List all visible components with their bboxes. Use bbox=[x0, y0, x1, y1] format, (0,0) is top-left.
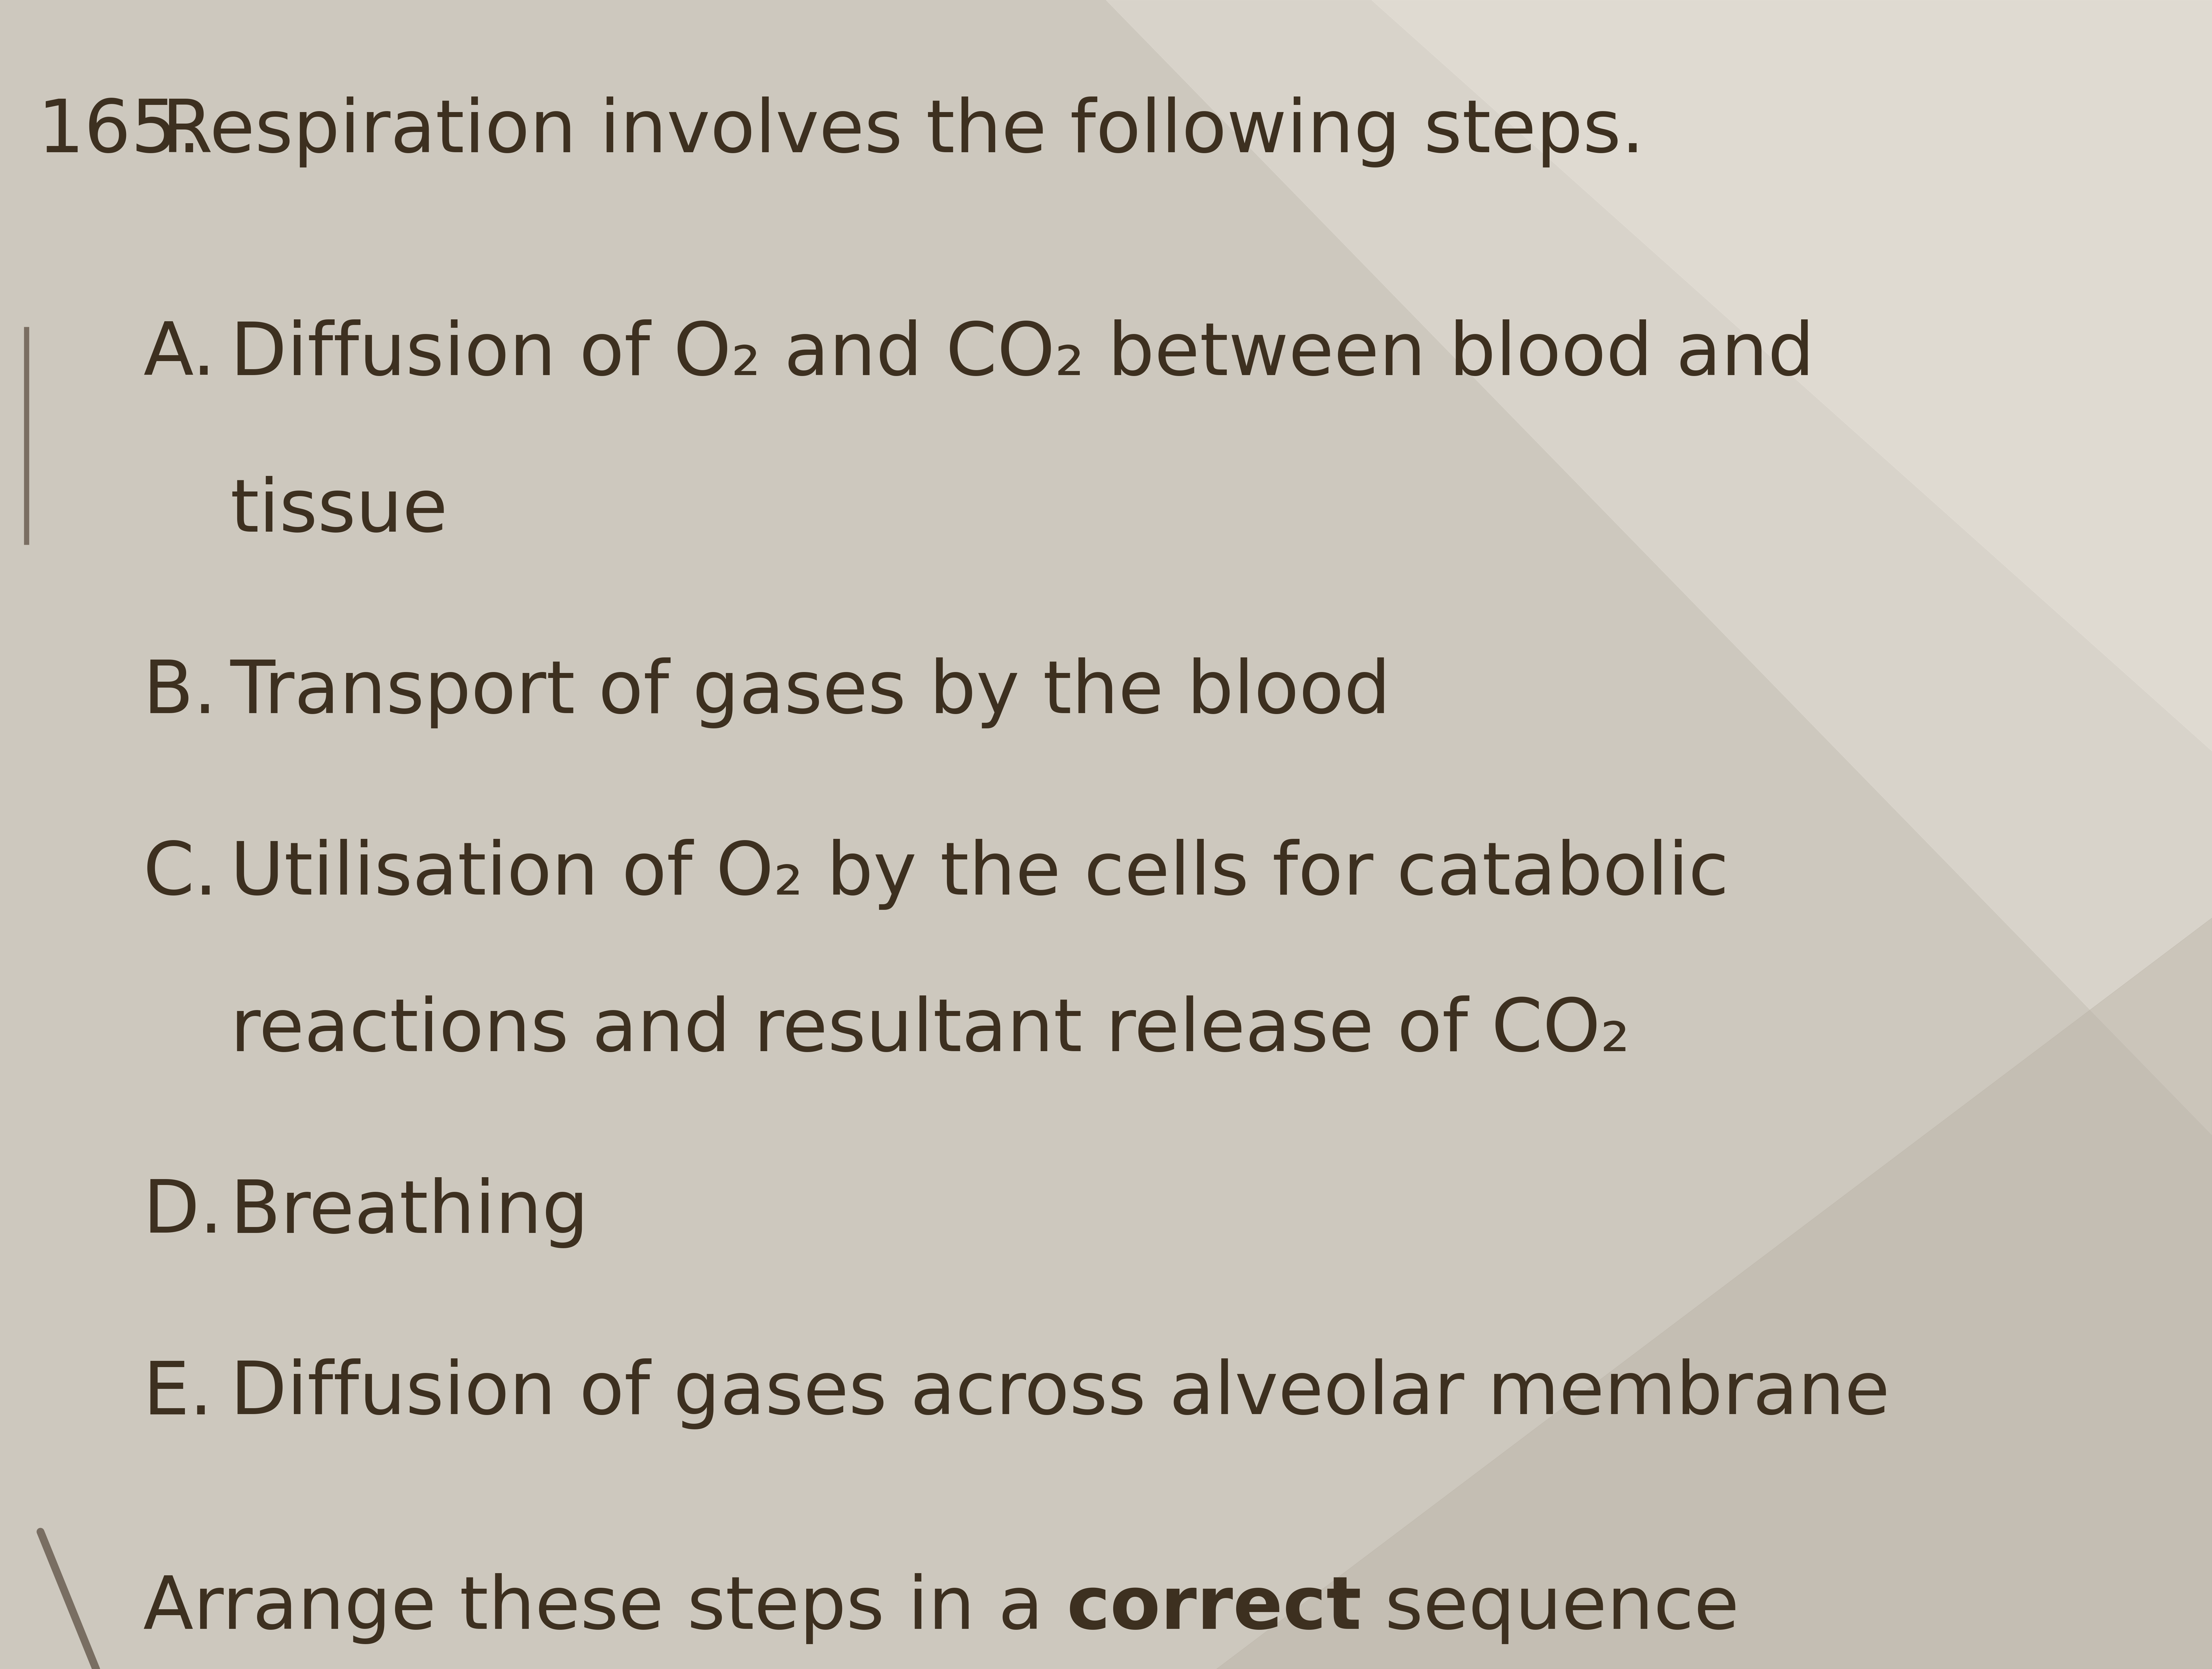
Text: Transport of gases by the blood: Transport of gases by the blood bbox=[230, 658, 1391, 728]
Text: E.: E. bbox=[144, 1359, 212, 1429]
Text: Diffusion of gases across alveolar membrane: Diffusion of gases across alveolar membr… bbox=[230, 1359, 1889, 1429]
Text: Breathing: Breathing bbox=[230, 1177, 588, 1248]
Text: sequence: sequence bbox=[1363, 1572, 1739, 1644]
Polygon shape bbox=[1106, 0, 2212, 1135]
Text: 165.: 165. bbox=[38, 97, 201, 167]
Text: B.: B. bbox=[144, 658, 217, 728]
Text: Diffusion of O₂ and CO₂ between blood and: Diffusion of O₂ and CO₂ between blood an… bbox=[230, 319, 1814, 391]
Text: A.: A. bbox=[144, 319, 215, 391]
Text: Utilisation of O₂ by the cells for catabolic: Utilisation of O₂ by the cells for catab… bbox=[230, 840, 1730, 910]
Polygon shape bbox=[1371, 0, 2212, 751]
Polygon shape bbox=[1217, 918, 2212, 1669]
Text: tissue: tissue bbox=[230, 476, 449, 547]
Text: C.: C. bbox=[144, 840, 219, 910]
Text: reactions and resultant release of CO₂: reactions and resultant release of CO₂ bbox=[230, 996, 1630, 1066]
Text: correct: correct bbox=[1066, 1572, 1363, 1644]
Text: D.: D. bbox=[144, 1177, 223, 1248]
Text: Respiration involves the following steps.: Respiration involves the following steps… bbox=[161, 97, 1644, 167]
Text: Arrange these steps in a: Arrange these steps in a bbox=[144, 1572, 1066, 1644]
